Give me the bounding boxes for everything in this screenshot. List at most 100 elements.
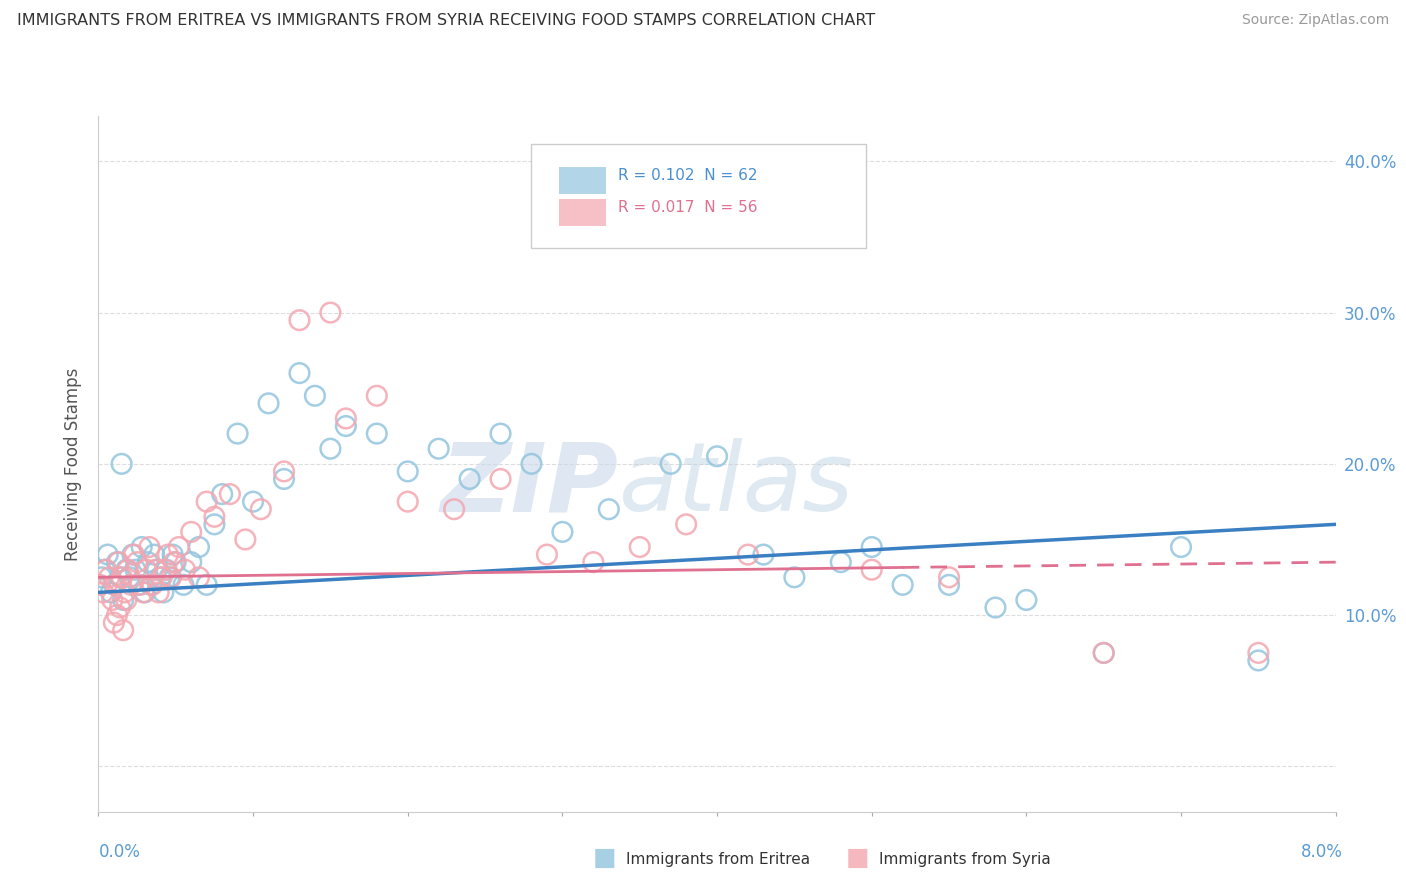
Point [489,472,512,486]
Point [335,411,357,425]
Point [143,548,166,562]
Text: ■: ■ [593,846,616,870]
Point [89,578,111,592]
Point [195,578,218,592]
Point [1247,653,1270,667]
Text: ■: ■ [846,846,869,870]
Bar [558,200,606,226]
Point [250,502,273,516]
Point [162,548,184,562]
Point [155,563,177,577]
Point [582,555,605,569]
Point [335,419,357,434]
Point [108,570,131,584]
Point [520,457,543,471]
Point [131,540,153,554]
Point [157,548,180,562]
Point [136,555,159,569]
Point [98,570,121,584]
Point [366,426,388,441]
Point [235,533,257,547]
Point [396,464,419,478]
Point [219,487,242,501]
Point [226,426,249,441]
Point [273,472,295,486]
Text: IMMIGRANTS FROM ERITREA VS IMMIGRANTS FROM SYRIA RECEIVING FOOD STAMPS CORRELATI: IMMIGRANTS FROM ERITREA VS IMMIGRANTS FR… [17,13,875,29]
Point [114,585,136,599]
Point [860,563,883,577]
Point [242,494,264,508]
Point [288,366,311,380]
Point [90,570,112,584]
Point [891,578,914,592]
Bar [558,168,606,194]
Point [1247,646,1270,660]
Point [112,593,135,607]
Point [103,578,125,592]
Point [105,555,128,569]
Point [551,524,574,539]
Point [163,555,186,569]
Point [104,578,127,592]
Point [165,555,187,569]
Point [134,585,156,599]
Point [118,570,141,584]
Point [93,563,115,577]
Point [195,494,218,508]
Point [111,457,134,471]
Point [366,389,388,403]
Point [1092,646,1115,660]
Point [117,563,139,577]
Point [675,517,697,532]
Point [153,563,176,577]
Point [146,563,169,577]
Point [141,578,165,592]
Point [628,540,651,554]
Point [188,540,211,554]
Point [628,230,651,244]
Text: 0.0%: 0.0% [98,843,141,861]
Point [124,563,146,577]
Point [173,578,195,592]
Y-axis label: Receiving Food Stamps: Receiving Food Stamps [65,368,83,560]
Point [273,464,295,478]
Point [319,442,342,456]
Point [152,585,174,599]
Point [150,570,173,584]
Point [174,563,197,577]
Point [598,502,620,516]
Point [96,563,118,577]
Point [139,578,162,592]
Point [396,494,419,508]
Point [458,472,481,486]
Point [938,570,960,584]
Point [257,396,280,410]
Text: R = 0.102  N = 62: R = 0.102 N = 62 [619,168,758,183]
Point [159,570,181,584]
Point [204,517,226,532]
Text: ZIP: ZIP [440,438,619,532]
Text: R = 0.017  N = 56: R = 0.017 N = 56 [619,200,758,215]
Point [138,540,160,554]
Point [100,585,122,599]
Point [489,426,512,441]
Point [121,548,143,562]
Point [706,450,728,464]
Point [938,578,960,592]
Point [128,578,150,592]
Point [319,305,342,319]
Text: 8.0%: 8.0% [1301,843,1343,861]
Point [659,457,682,471]
Point [148,585,170,599]
Text: atlas: atlas [619,438,853,532]
Point [427,442,450,456]
Point [188,570,211,584]
Point [443,502,465,516]
Point [860,540,883,554]
FancyBboxPatch shape [531,144,866,248]
Point [108,600,131,615]
Point [536,548,558,562]
Point [111,570,134,584]
Point [304,389,326,403]
Point [132,585,155,599]
